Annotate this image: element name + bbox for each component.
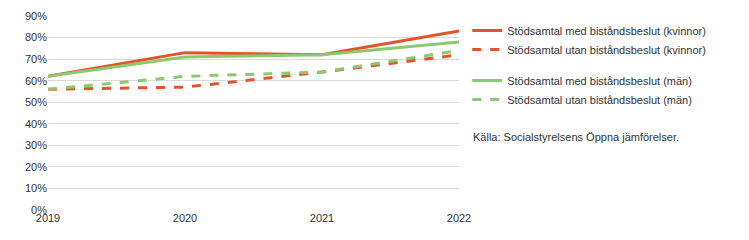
svg-text:90%: 90% — [25, 10, 47, 22]
svg-text:2020: 2020 — [173, 212, 197, 224]
svg-text:2019: 2019 — [36, 212, 60, 224]
svg-text:2022: 2022 — [447, 212, 471, 224]
svg-text:50%: 50% — [25, 96, 47, 108]
svg-text:10%: 10% — [25, 182, 47, 194]
svg-text:40%: 40% — [25, 118, 47, 130]
svg-text:0%: 0% — [31, 204, 47, 216]
svg-text:Källa: Socialstyrelsens Öppna: Källa: Socialstyrelsens Öppna jämförelse… — [473, 131, 679, 143]
svg-text:30%: 30% — [25, 139, 47, 151]
svg-text:80%: 80% — [25, 31, 47, 43]
svg-text:60%: 60% — [25, 75, 47, 87]
svg-text:70%: 70% — [25, 53, 47, 65]
svg-text:Stödsamtal med biståndsbeslut: Stödsamtal med biståndsbeslut (män) — [507, 75, 692, 87]
svg-text:2021: 2021 — [310, 212, 334, 224]
svg-text:20%: 20% — [25, 161, 47, 173]
svg-text:Stödsamtal utan biståndsbeslut: Stödsamtal utan biståndsbeslut (kvinnor) — [507, 44, 706, 56]
svg-text:Stödsamtal med biståndsbeslut: Stödsamtal med biståndsbeslut (kvinnor) — [507, 25, 706, 37]
svg-text:Stödsamtal utan biståndsbeslut: Stödsamtal utan biståndsbeslut (män) — [507, 94, 692, 106]
